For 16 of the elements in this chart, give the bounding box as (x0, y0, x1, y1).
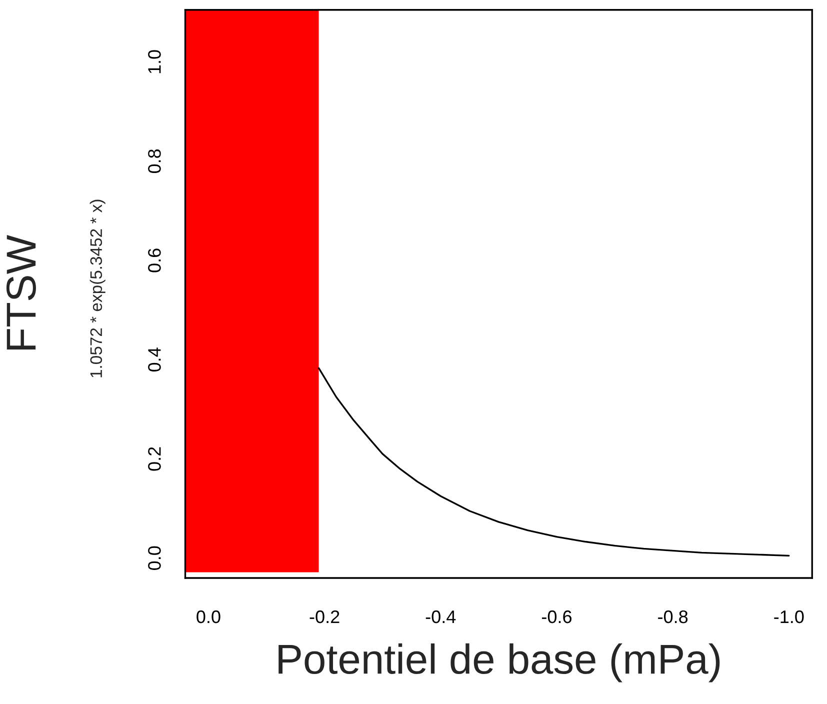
y-tick-label: 0.0 (148, 546, 161, 570)
x-tick-label: -0.4 (426, 610, 456, 624)
y-tick-label: 0.2 (148, 447, 161, 471)
x-tick-label: -0.2 (310, 610, 340, 624)
x-tick-label: -0.6 (542, 610, 572, 624)
y-tick-label: 1.0 (148, 50, 161, 74)
line-series (318, 367, 790, 556)
y-axis-title: FTSW (6, 235, 36, 350)
x-tick-label: -0.8 (658, 610, 688, 624)
x-tick-label: 0.0 (196, 610, 220, 624)
y-tick-label: 0.6 (148, 248, 161, 272)
y-tick-label: 0.4 (148, 348, 161, 372)
x-axis-title: Potentiel de base (mPa) (278, 643, 720, 682)
text: 1.0572 * exp(5.3452 * x) (90, 200, 106, 378)
x-tick-label: -1.0 (774, 610, 804, 624)
y-tick-label: 0.8 (148, 149, 161, 174)
